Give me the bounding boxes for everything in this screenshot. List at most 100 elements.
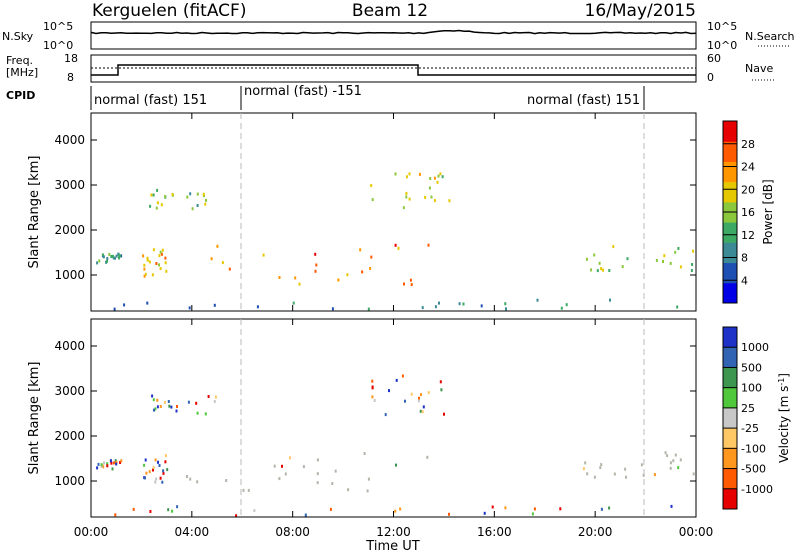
scatter-cell	[153, 408, 155, 412]
scatter-cell	[100, 463, 103, 467]
scatter-cell	[347, 488, 350, 492]
scatter-cell	[113, 307, 116, 311]
cpid-segment-3: normal (fast) 151	[527, 93, 640, 108]
scatter-cell	[585, 257, 588, 261]
scatter-cell	[163, 400, 166, 404]
scatter-cell	[394, 243, 397, 247]
scatter-cell	[168, 404, 171, 408]
scatter-cell	[593, 475, 596, 479]
colorbar-segment	[723, 121, 737, 142]
colorbar-segment	[723, 222, 737, 243]
scatter-cell	[188, 306, 191, 310]
scatter-cell	[315, 263, 318, 267]
velocity-panel-frame	[90, 318, 697, 518]
scatter-cell	[421, 410, 424, 414]
scatter-cell	[421, 306, 424, 310]
scatter-cell	[112, 461, 115, 465]
scatter-cell	[152, 248, 155, 252]
scatter-cell	[402, 206, 405, 210]
scatter-cell	[111, 467, 114, 471]
scatter-cell	[433, 176, 436, 180]
scatter-cell	[410, 392, 413, 396]
freq-label-line2: [MHz]	[6, 66, 38, 79]
scatter-cell	[677, 247, 680, 250]
scatter-cell	[160, 252, 163, 256]
scatter-cell	[186, 195, 189, 199]
scatter-cell	[371, 395, 374, 399]
scatter-cell	[106, 464, 109, 468]
y-tick-label: 4000	[54, 339, 85, 353]
scatter-cell	[149, 204, 152, 208]
scatter-cell	[161, 248, 164, 252]
scatter-cell	[100, 465, 103, 468]
scatter-cell	[433, 199, 436, 203]
scatter-cell	[284, 472, 287, 476]
scatter-cell	[663, 254, 666, 258]
scatter-cell	[483, 511, 486, 515]
scatter-cell	[114, 513, 117, 517]
colorbar-tick-label: 8	[741, 252, 748, 265]
scatter-cell	[438, 301, 440, 305]
scatter-cell	[210, 257, 213, 261]
scatter-cell	[151, 273, 154, 277]
colorbar-tick-label: 100	[741, 382, 762, 395]
scatter-cell	[337, 278, 340, 282]
scatter-cell	[691, 263, 694, 266]
scatter-cell	[384, 413, 387, 417]
scatter-cell	[115, 460, 118, 464]
scatter-cell	[439, 380, 442, 384]
scatter-cell	[132, 507, 135, 511]
scatter-cell	[114, 256, 116, 260]
cpid-label: CPID	[6, 89, 35, 102]
power-ylabel: Slant Range [km]	[27, 156, 42, 269]
scatter-cell	[429, 177, 432, 180]
scatter-cell	[160, 203, 163, 207]
scatter-cell	[462, 302, 465, 306]
scatter-cell	[590, 268, 593, 272]
scatter-cell	[418, 172, 421, 176]
x-tick-label: 08:00	[275, 525, 310, 539]
scatter-cell	[159, 267, 162, 271]
scatter-cell	[154, 458, 157, 462]
scatter-cell	[152, 398, 155, 402]
scatter-cell	[593, 253, 596, 257]
scatter-cell	[298, 282, 301, 286]
scatter-cell	[152, 466, 155, 470]
freq-panel: Freq. [MHz] 18 8 60 0 Nave	[6, 52, 775, 84]
scatter-cell	[410, 283, 413, 287]
scatter-cell	[367, 477, 370, 481]
scatter-cell	[143, 463, 146, 467]
scatter-cell	[405, 195, 408, 199]
scatter-cell	[175, 409, 178, 413]
scatter-cell	[672, 459, 675, 463]
scatter-cell	[112, 254, 114, 258]
x-tick-label: 00:00	[74, 525, 109, 539]
scatter-cell	[458, 302, 461, 306]
scatter-cell	[331, 307, 334, 311]
scatter-cell	[143, 274, 146, 278]
scatter-cell	[101, 253, 104, 257]
scatter-cell	[214, 395, 217, 399]
velocity-ylabel: Slant Range [km]	[27, 362, 42, 475]
scatter-cell	[171, 193, 174, 196]
scatter-cell	[247, 488, 250, 492]
scatter-cell	[167, 508, 170, 512]
x-tick-label: 00:00	[679, 525, 714, 539]
y-tick-label: 1000	[54, 474, 85, 488]
scatter-cell	[640, 463, 643, 467]
scatter-cell	[152, 193, 155, 197]
scatter-cell	[146, 258, 149, 262]
noise-sky-line	[90, 29, 697, 35]
scatter-cell	[692, 249, 695, 253]
scatter-cell	[422, 405, 425, 409]
scatter-cell	[142, 254, 145, 258]
colorbar-segment	[723, 387, 737, 409]
scatter-cell	[115, 462, 118, 466]
scatter-cell	[608, 506, 611, 510]
scatter-cell	[316, 458, 319, 462]
power-panel-frame	[90, 112, 697, 312]
y-tick-label: 2000	[54, 429, 85, 443]
scatter-cell	[154, 480, 157, 484]
scatter-cell	[158, 263, 160, 267]
